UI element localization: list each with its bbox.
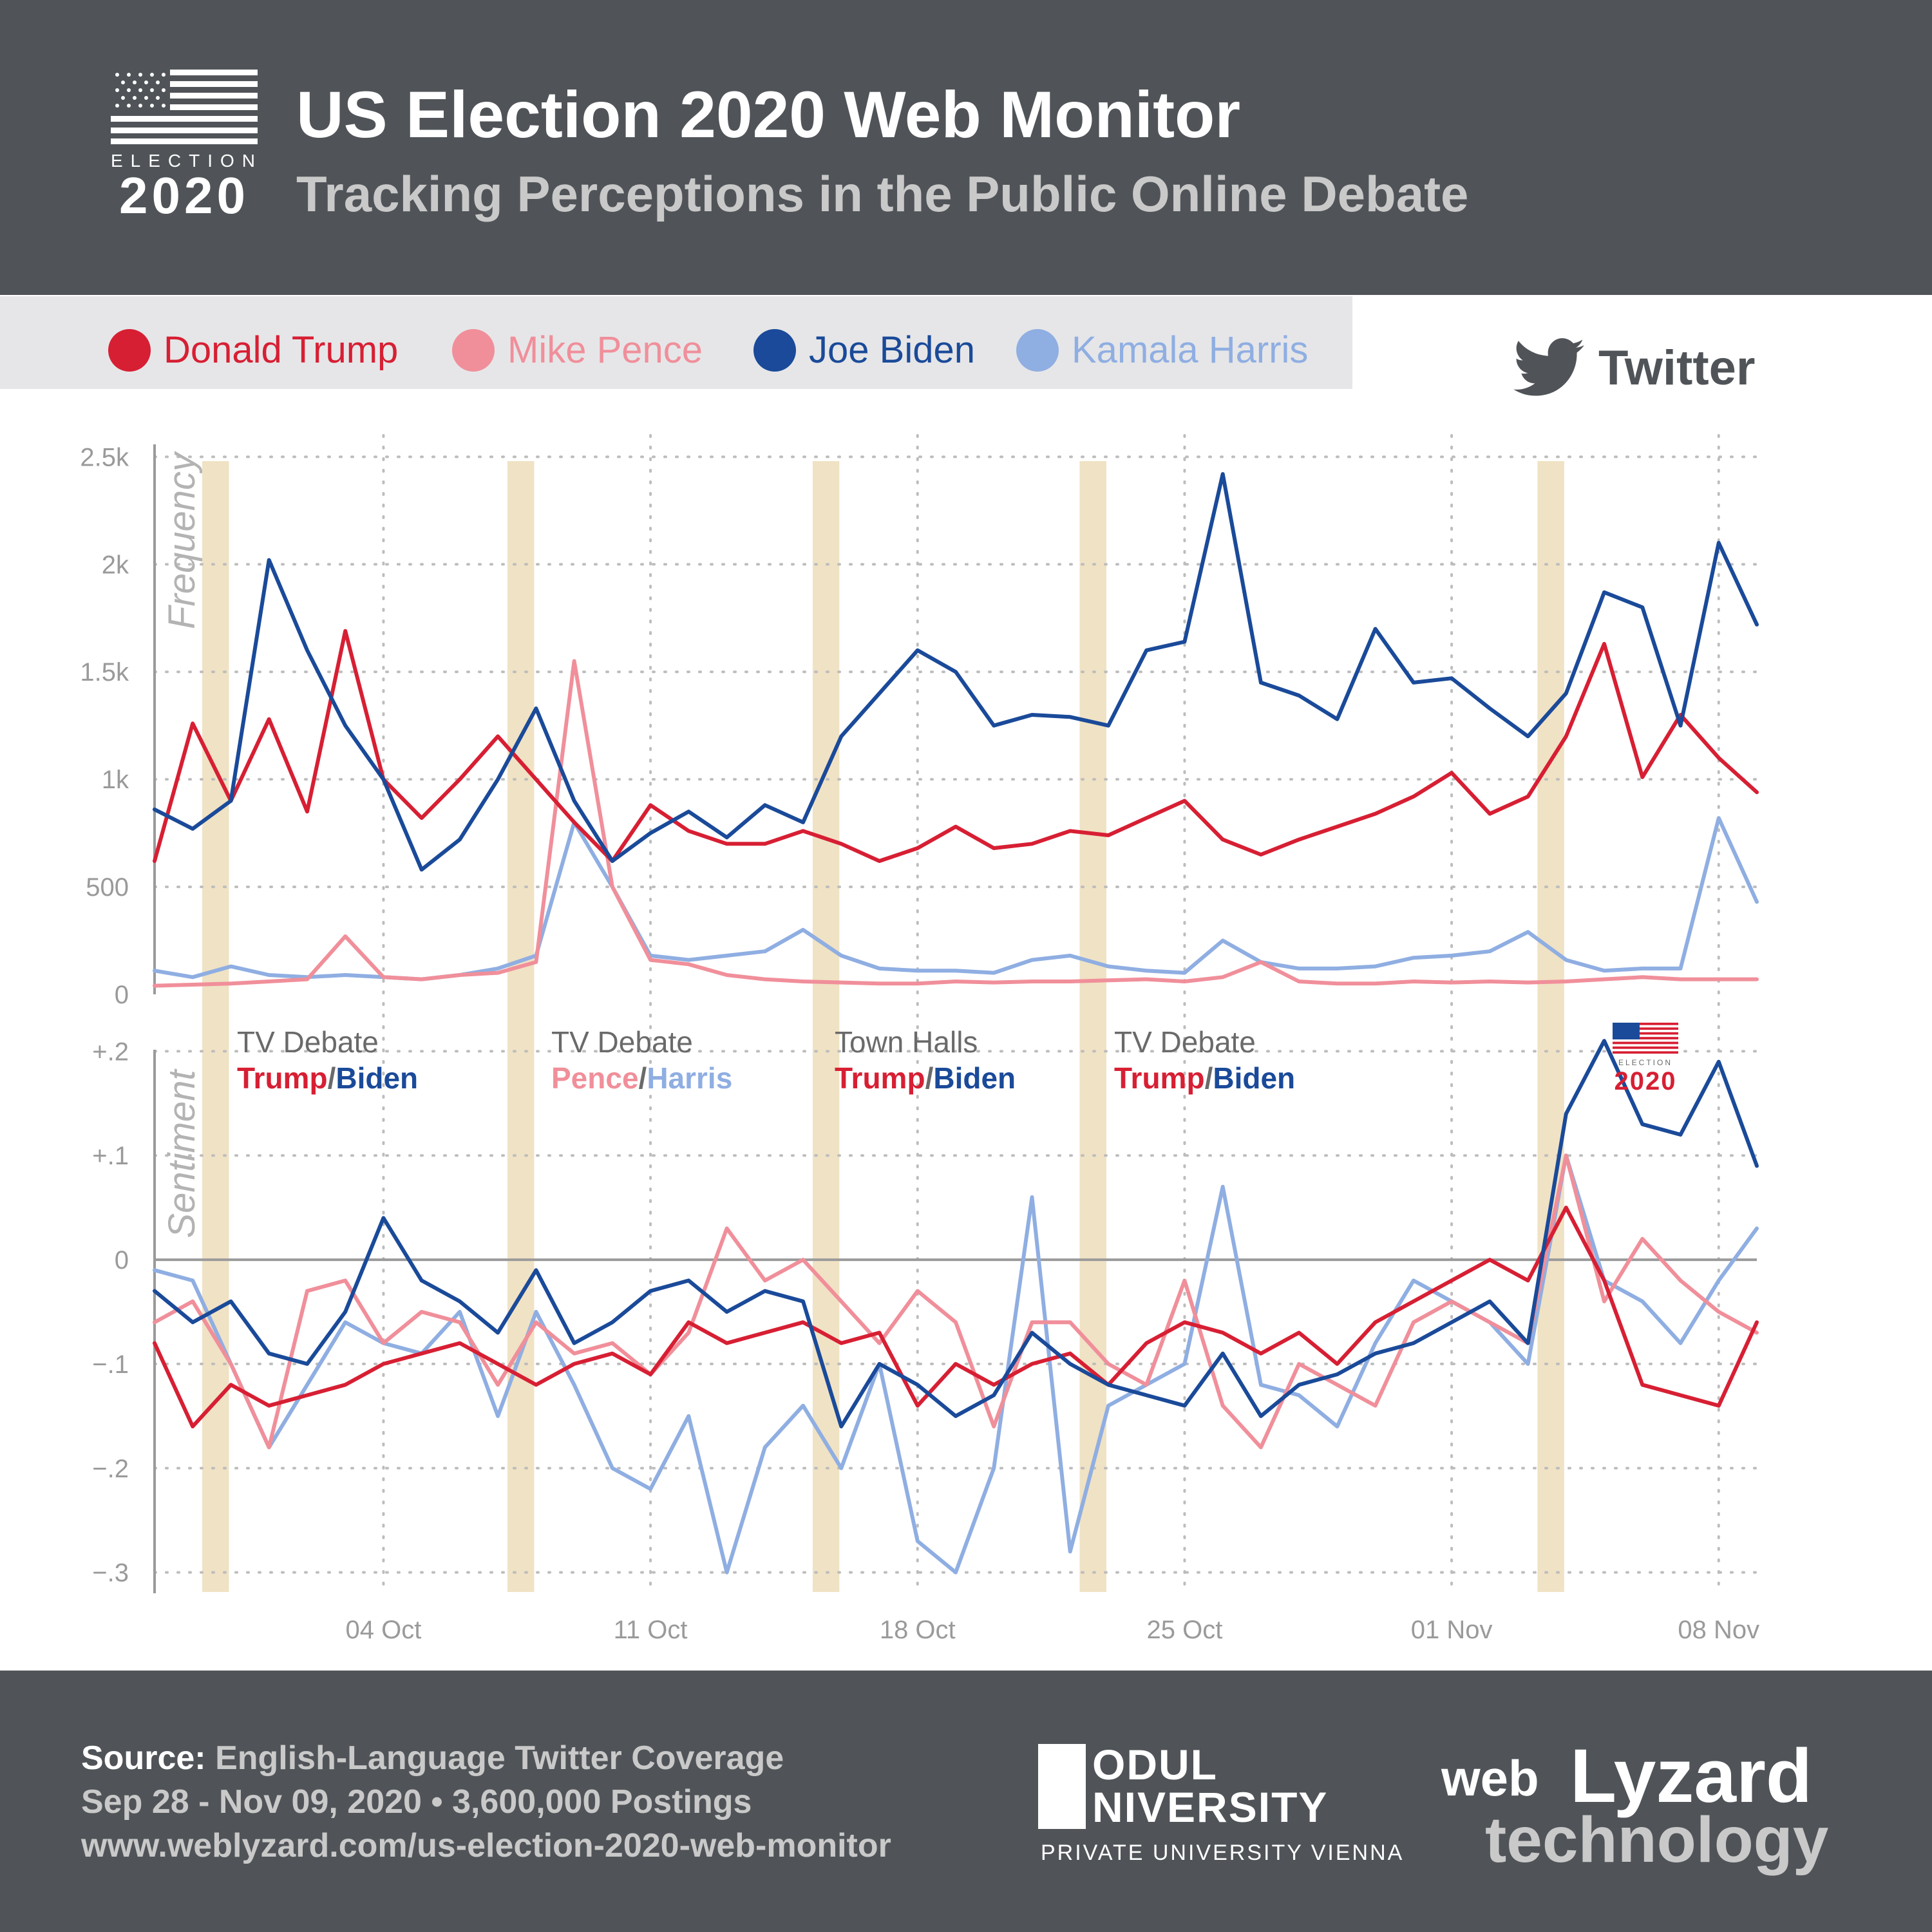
annotation-participant-b: Biden bbox=[933, 1061, 1016, 1095]
chart-area: 04 Oct 11 Oct 18 Oct 25 Oct 01 Nov 08 Nov 0 500… bbox=[80, 434, 1759, 1644]
inset-flag-stripe bbox=[1613, 1037, 1678, 1039]
y-tick-label-top: 1k bbox=[102, 766, 129, 794]
weblyzard-logo-lyzard: Lyzard bbox=[1570, 1734, 1812, 1819]
annotation-title: TV Debate bbox=[1114, 1025, 1256, 1059]
legend-dot-harris bbox=[1016, 328, 1059, 372]
modul-logo-line1: ODUL bbox=[1092, 1741, 1218, 1788]
y-tick-label-bottom: +.1 bbox=[92, 1142, 129, 1170]
footer-date-range: Sep 28 - Nov 09, 2020 • 3,600,000 Postin… bbox=[81, 1783, 752, 1821]
annotation-participants: Trump/Biden bbox=[237, 1061, 418, 1095]
inset-flag-canton bbox=[1613, 1023, 1640, 1039]
y-tick-label-bottom: 0 bbox=[115, 1246, 129, 1274]
header-bar bbox=[0, 0, 1932, 295]
legend-item-harris: Kamala Harris bbox=[1016, 328, 1308, 372]
annotation-participant-a: Trump bbox=[1114, 1061, 1205, 1095]
page-title: US Election 2020 Web Monitor bbox=[296, 78, 1241, 151]
debate-band-0 bbox=[202, 461, 229, 1592]
legend-dot-pence bbox=[452, 328, 495, 372]
modul-logo-mark bbox=[1038, 1744, 1086, 1829]
footer-source-text: English-Language Twitter Coverage bbox=[215, 1739, 784, 1777]
footer-bar bbox=[0, 1671, 1932, 1932]
frequency-line-joe-biden bbox=[153, 472, 1759, 872]
legend-item-pence: Mike Pence bbox=[452, 328, 703, 372]
sentiment-line-mike-pence bbox=[153, 1153, 1759, 1450]
inset-flag-stripe bbox=[1613, 1032, 1678, 1035]
annotation-participant-a: Trump bbox=[237, 1061, 328, 1095]
flag-icon bbox=[111, 70, 258, 144]
sentiment-line-donald-trump bbox=[153, 1206, 1759, 1428]
inset-flag-stripe bbox=[1613, 1023, 1678, 1025]
legend-item-trump: Donald Trump bbox=[108, 328, 398, 372]
inset-flag-stripe bbox=[1613, 1046, 1678, 1049]
sentiment-line-joe-biden bbox=[153, 1039, 1759, 1428]
twitter-source: Twitter bbox=[1513, 338, 1755, 397]
debate-band-1 bbox=[507, 461, 535, 1592]
x-tick-label: 25 Oct bbox=[1147, 1616, 1223, 1644]
annotation-separator: / bbox=[925, 1061, 934, 1095]
inset-flag-stripe bbox=[1613, 1041, 1678, 1045]
annotation-participant-a: Trump bbox=[835, 1061, 925, 1095]
legend-label-harris: Kamala Harris bbox=[1072, 329, 1309, 371]
annotation-participants: Pence/Harris bbox=[551, 1061, 732, 1095]
annotation-title: Town Halls bbox=[835, 1025, 978, 1059]
inset-logo-word: ELECTION bbox=[1618, 1058, 1672, 1067]
x-tick-label: 11 Oct bbox=[614, 1616, 688, 1644]
weblyzard-logo-web: web bbox=[1441, 1750, 1539, 1806]
legend-dot-biden bbox=[753, 328, 796, 372]
frequency-line-donald-trump bbox=[153, 629, 1759, 863]
legend: Donald Trump Mike Pence Joe Biden Kamala… bbox=[0, 296, 1352, 389]
annotation-title: TV Debate bbox=[237, 1025, 379, 1059]
frequency-line-mike-pence bbox=[153, 659, 1759, 988]
page-subtitle: Tracking Perceptions in the Public Onlin… bbox=[296, 166, 1469, 222]
annotation-participants: Trump/Biden bbox=[1114, 1061, 1295, 1095]
footer-url[interactable]: www.weblyzard.com/us-election-2020-web-m… bbox=[81, 1827, 891, 1864]
modul-logo-subtitle: PRIVATE UNIVERSITY VIENNA bbox=[1041, 1841, 1405, 1865]
y-tick-label-top: 2.5k bbox=[80, 443, 129, 471]
footer-source-prefix: Source: bbox=[81, 1739, 206, 1777]
legend-label-trump: Donald Trump bbox=[164, 329, 399, 371]
annotation-title: TV Debate bbox=[551, 1025, 693, 1059]
inset-flag-stripe bbox=[1613, 1027, 1678, 1030]
y-tick-label-bottom: −.3 bbox=[92, 1559, 129, 1587]
legend-item-biden: Joe Biden bbox=[753, 328, 975, 372]
annotation-participant-b: Biden bbox=[336, 1061, 418, 1095]
annotation-participants: Trump/Biden bbox=[835, 1061, 1016, 1095]
y-axis-label-frequency: Frequency bbox=[161, 451, 203, 629]
legend-label-pence: Mike Pence bbox=[507, 329, 703, 371]
x-tick-label: 01 Nov bbox=[1411, 1616, 1493, 1644]
y-tick-label-top: 1.5k bbox=[80, 658, 129, 687]
debate-band-4 bbox=[1537, 461, 1564, 1592]
x-tick-label: 04 Oct bbox=[346, 1616, 422, 1644]
inset-flag-stripe bbox=[1613, 1051, 1678, 1054]
annotation-separator: / bbox=[639, 1061, 647, 1095]
inset-logo-year: 2020 bbox=[1615, 1067, 1677, 1095]
x-tick-label: 08 Nov bbox=[1678, 1616, 1759, 1644]
twitter-bird-icon bbox=[1513, 338, 1584, 396]
modul-logo-line2: NIVERSITY bbox=[1092, 1783, 1329, 1831]
annotation-participant-b: Harris bbox=[647, 1061, 732, 1095]
legend-dot-trump bbox=[108, 328, 151, 372]
x-tick-label: 18 Oct bbox=[880, 1616, 956, 1644]
legend-label-biden: Joe Biden bbox=[809, 329, 975, 371]
logo-election-word: ELECTION bbox=[111, 151, 263, 171]
weblyzard-logo-technology: technology bbox=[1485, 1804, 1829, 1876]
annotation-participant-a: Pence bbox=[551, 1061, 639, 1095]
debate-band-3 bbox=[1079, 461, 1106, 1592]
annotation-participant-b: Biden bbox=[1213, 1061, 1295, 1095]
footer-source-line: Source: English-Language Twitter Coverag… bbox=[81, 1739, 784, 1777]
annotation-separator: / bbox=[1205, 1061, 1213, 1095]
y-axis-label-sentiment: Sentiment bbox=[161, 1068, 203, 1238]
y-tick-label-bottom: −.2 bbox=[92, 1455, 129, 1483]
y-tick-label-top: 500 bbox=[86, 873, 129, 902]
annotation-separator: / bbox=[328, 1061, 336, 1095]
y-tick-label-top: 0 bbox=[115, 981, 129, 1009]
twitter-label: Twitter bbox=[1598, 340, 1756, 395]
y-tick-label-bottom: +.2 bbox=[92, 1037, 129, 1066]
y-tick-label-top: 2k bbox=[102, 551, 129, 579]
frequency-line-kamala-harris bbox=[153, 816, 1759, 981]
y-tick-label-bottom: −.1 bbox=[92, 1350, 129, 1379]
logo-year: 2020 bbox=[119, 167, 249, 224]
